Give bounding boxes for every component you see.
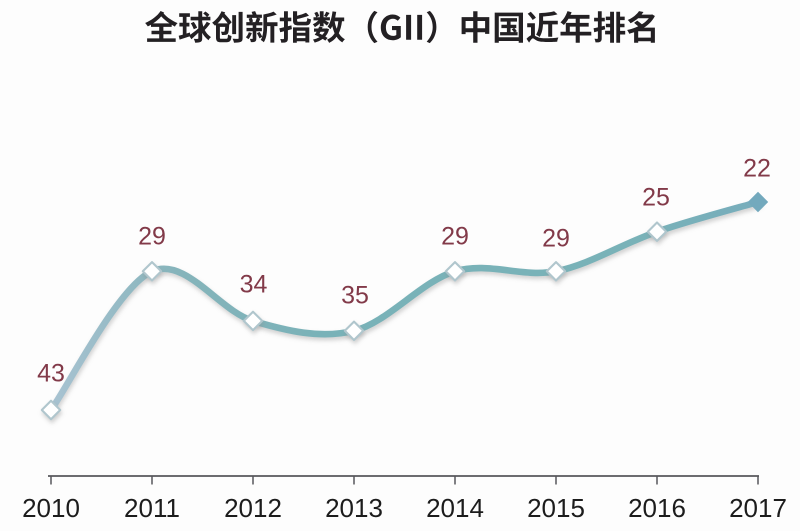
svg-text:2017: 2017 xyxy=(729,493,787,523)
svg-text:29: 29 xyxy=(138,223,166,251)
svg-text:2015: 2015 xyxy=(527,493,585,523)
svg-text:2011: 2011 xyxy=(124,493,180,523)
svg-text:29: 29 xyxy=(441,223,469,251)
svg-text:2012: 2012 xyxy=(224,493,282,523)
svg-text:2013: 2013 xyxy=(325,493,383,523)
svg-text:2010: 2010 xyxy=(22,493,80,523)
svg-text:2016: 2016 xyxy=(628,493,686,523)
svg-text:35: 35 xyxy=(341,282,369,310)
svg-text:34: 34 xyxy=(240,271,268,299)
svg-text:2014: 2014 xyxy=(426,493,484,523)
svg-text:22: 22 xyxy=(743,155,771,183)
svg-text:29: 29 xyxy=(542,225,570,253)
svg-text:25: 25 xyxy=(642,184,670,212)
svg-text:43: 43 xyxy=(37,360,65,388)
